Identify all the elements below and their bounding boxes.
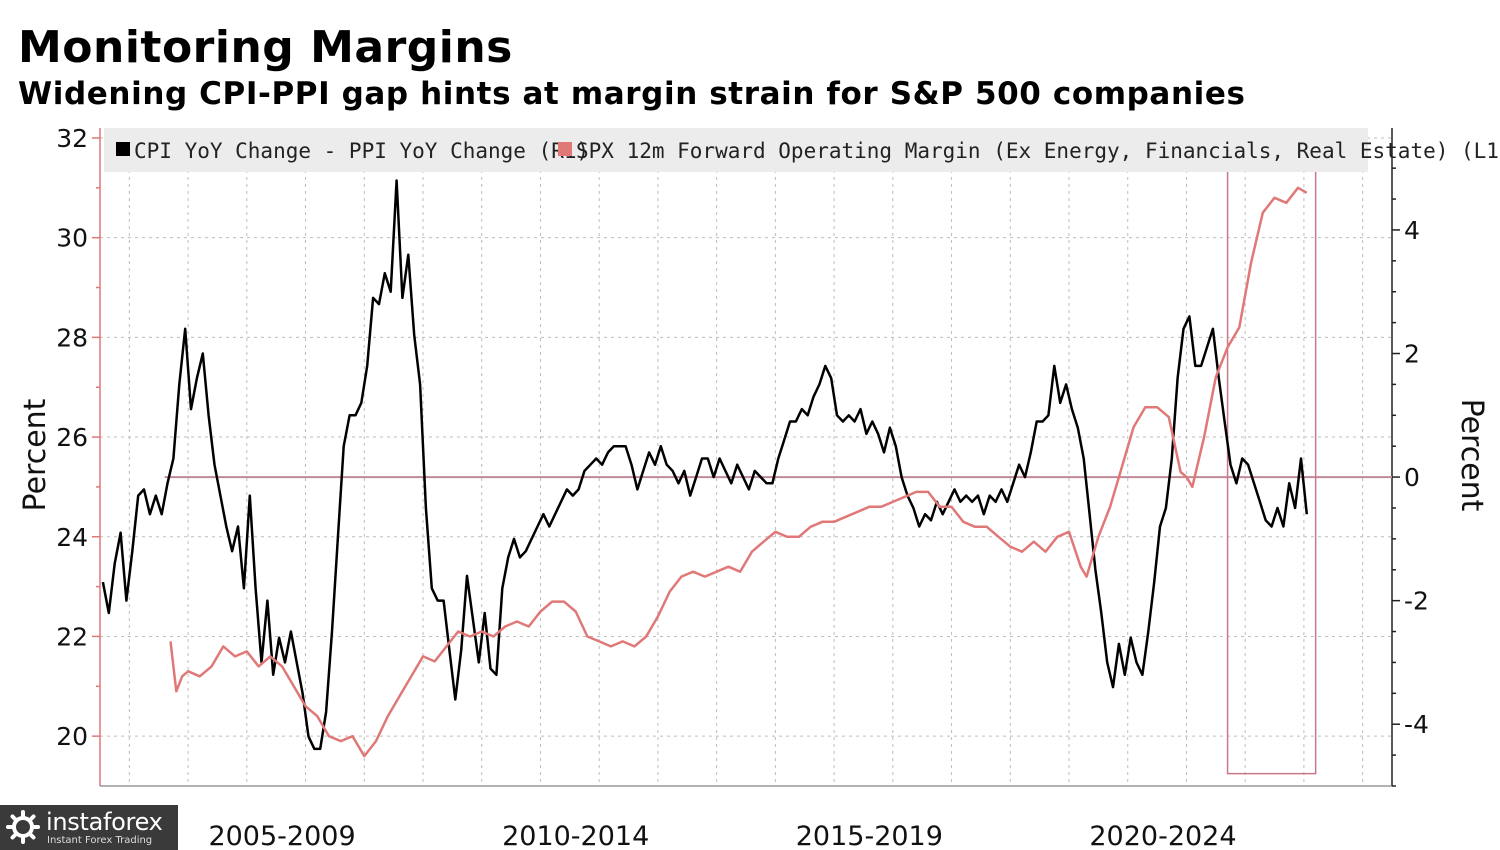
right-tick-label: -2	[1404, 587, 1429, 616]
right-tick-label: 0	[1404, 463, 1420, 492]
x-tick-label: 2020-2024	[1089, 821, 1236, 850]
operating-margin-line	[169, 186, 1308, 758]
left-tick-label: 26	[56, 423, 88, 452]
left-tick-label: 20	[56, 722, 88, 751]
left-tick-label: 22	[56, 622, 88, 651]
right-tick-label: 4	[1404, 216, 1420, 245]
chart-subtitle: Widening CPI-PPI gap hints at margin str…	[18, 76, 1246, 112]
x-tick-label: 2010-2014	[502, 821, 649, 850]
logo-name: instaforex	[46, 808, 163, 836]
watermark-logo: instaforex Instant Forex Trading	[0, 805, 178, 850]
right-tick-label: -4	[1404, 710, 1429, 739]
x-tick-label: 2015-2019	[796, 821, 943, 850]
gear-logo-icon	[6, 810, 40, 844]
left-tick-label: 30	[56, 224, 88, 253]
left-tick-label: 32	[56, 124, 88, 153]
legend-swatch	[116, 142, 130, 156]
left-tick-label: 24	[56, 523, 88, 552]
left-axis-title: Percent	[18, 398, 53, 511]
chart-title: Monitoring Margins	[18, 22, 513, 73]
legend: CPI YoY Change - PPI YoY Change (R1)SPX …	[104, 128, 1500, 172]
right-axis-title: Percent	[1454, 399, 1489, 512]
x-tick-label: 2005-2009	[208, 821, 355, 850]
legend-label: CPI YoY Change - PPI YoY Change (R1)	[134, 139, 589, 163]
legend-label: SPX 12m Forward Operating Margin (Ex Ene…	[576, 139, 1500, 163]
cpi-ppi-gap-line	[101, 179, 1309, 751]
right-tick-label: 2	[1404, 340, 1420, 369]
axes: 20222426283032Percent-4-2024Percent2005-…	[18, 124, 1489, 850]
series-layer	[101, 179, 1309, 758]
legend-background	[104, 128, 1368, 172]
left-tick-label: 28	[56, 323, 88, 352]
logo-tagline: Instant Forex Trading	[47, 835, 153, 846]
legend-swatch	[558, 142, 572, 156]
